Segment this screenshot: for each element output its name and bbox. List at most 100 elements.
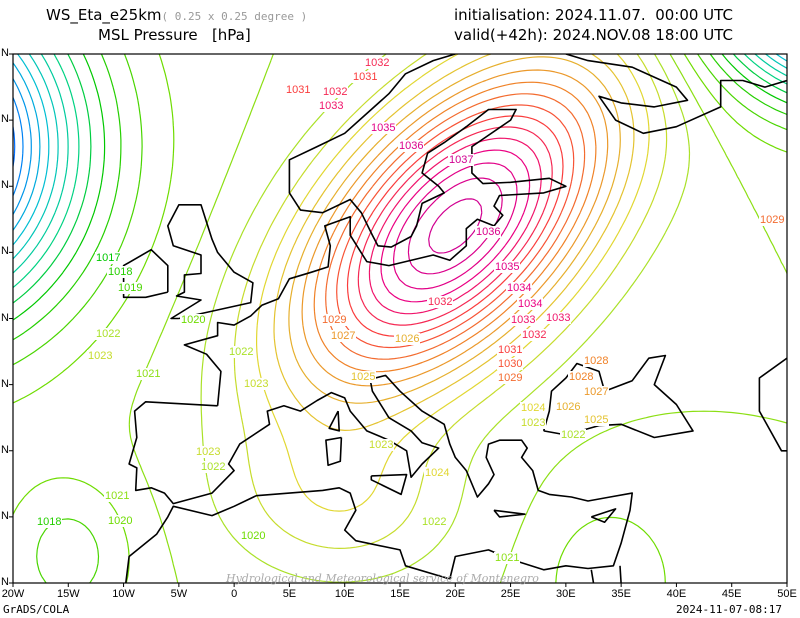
coastline-caspian	[758, 357, 787, 452]
coastline-sicily	[370, 473, 408, 496]
isobar-label: 1020	[240, 530, 267, 542]
isobar-label: 1022	[200, 461, 227, 473]
isobar-label: 1021	[135, 368, 162, 380]
isobar-label: 1023	[195, 446, 222, 458]
software-credit: GrADS/COLA	[3, 603, 70, 616]
lon-tick-label: 5W	[170, 588, 188, 600]
model-name: WS_Eta_e25km( 0.25 x 0.25 degree )	[46, 6, 308, 24]
isobar-label: 1031	[497, 344, 524, 356]
isobar-label: 1026	[555, 401, 582, 413]
coastline-iberia	[125, 374, 633, 583]
isobar-1018	[13, 54, 787, 341]
isobar-label: 1036	[475, 226, 502, 238]
isobar-label: 1018	[36, 516, 63, 528]
isobar-label: 1022	[560, 429, 587, 441]
isobar-1037	[428, 198, 483, 254]
isobar-1030	[336, 104, 575, 349]
isobar-label: 1027	[330, 330, 357, 342]
isobar-1020	[13, 54, 787, 583]
isobar-label: 1036	[398, 140, 425, 152]
isobar-label: 1032	[427, 296, 454, 308]
isobar-1011	[13, 62, 41, 231]
isobar-1019	[13, 54, 787, 583]
coastline-aqaba	[619, 565, 622, 583]
isobar-label: 1018	[107, 266, 134, 278]
map-frame	[12, 53, 788, 584]
lon-tick-label: 40E	[666, 588, 687, 600]
resolution: ( 0.25 x 0.25 degree )	[161, 10, 308, 23]
isobar-label: 1033	[318, 100, 345, 112]
isobar-label: 1020	[107, 515, 134, 527]
isobar-label: 1032	[364, 57, 391, 69]
lon-tick-label: 25E	[500, 588, 521, 600]
lon-tick-label: 50E	[777, 588, 797, 600]
isobar-label: 1028	[568, 371, 595, 383]
coastlines	[122, 54, 787, 583]
isobar-label: 1025	[350, 371, 377, 383]
isobar-label: 1034	[506, 282, 533, 294]
lon-tick-label: 20W	[1, 588, 25, 600]
watermark: Hydrological and Meteorological service …	[226, 572, 539, 585]
lon-tick-label: 10E	[334, 588, 355, 600]
coastline-redsea	[590, 569, 595, 583]
isobar-1010	[13, 78, 32, 215]
isobar-label: 1032	[521, 329, 548, 341]
isobar-label: 1033	[545, 312, 572, 324]
isobar-label: 1027	[583, 386, 610, 398]
isobar-label: 1022	[421, 516, 448, 528]
isobar-label: 1028	[583, 355, 610, 367]
valid-time: valid(+42h): 2024.NOV.08 18:00 UTC	[454, 26, 734, 44]
isobar-label: 1022	[95, 328, 122, 340]
isobar-1017	[13, 54, 787, 321]
coastline-kola	[565, 54, 787, 135]
isobar-1022	[200, 54, 691, 583]
lon-tick-label: 10W	[112, 588, 135, 600]
lon-tick-label: 0	[231, 588, 238, 600]
lat-tick-label: N	[1, 576, 9, 588]
field-title: MSL Pressure [hPa]	[98, 26, 251, 44]
coastline-britain	[167, 204, 254, 320]
isobar-1013	[13, 54, 787, 260]
lon-tick-label: 45E	[721, 588, 742, 600]
lon-tick-label: 35E	[611, 588, 631, 600]
isobar-label: 1035	[370, 122, 397, 134]
lat-tick-label: N	[1, 509, 9, 522]
isobars	[13, 54, 787, 583]
lat-tick-label: N	[1, 443, 9, 456]
isobar-1031	[346, 115, 564, 337]
coastline-crete	[493, 509, 526, 518]
isobar-1023	[233, 54, 668, 549]
lat-tick-label: N	[1, 245, 9, 258]
isobar-label: 1017	[95, 252, 122, 264]
lat-tick-label: N	[1, 179, 9, 192]
lon-tick-label: 30E	[556, 588, 576, 600]
isobar-1014	[13, 54, 787, 274]
isobar-label: 1021	[104, 490, 131, 502]
coastline-ireland	[122, 248, 169, 299]
lon-tick-label: 20E	[445, 588, 466, 600]
isobar-label: 1024	[520, 402, 547, 414]
isobar-label: 1023	[520, 417, 547, 429]
isobar-label: 1019	[117, 282, 144, 294]
isobar-label: 1031	[352, 71, 379, 83]
init-time: initialisation: 2024.11.07. 00:00 UTC	[454, 6, 733, 24]
isobar-label: 1025	[583, 414, 610, 426]
lon-tick-label: 5E	[282, 588, 297, 600]
isobar-label: 1031	[285, 84, 312, 96]
coastline-northsea	[183, 54, 567, 406]
lat-tick-label: N	[1, 311, 9, 324]
isobar-label: 1023	[243, 378, 270, 390]
lon-tick-label: 15W	[56, 588, 80, 600]
isobar-label: 1037	[448, 154, 475, 166]
isobar-label: 1022	[228, 346, 255, 358]
coastline-corsica	[328, 410, 340, 432]
isobar-label: 1023	[87, 350, 114, 362]
lon-tick-label: 15E	[390, 588, 410, 600]
generated-timestamp: 2024-11-07-08:17	[676, 603, 782, 616]
isobar-1027	[301, 69, 609, 387]
isobar-label: 1034	[517, 298, 544, 310]
isobar-label: 1033	[510, 314, 537, 326]
isobar-label: 1024	[424, 467, 451, 479]
isobar-label: 1030	[497, 358, 524, 370]
